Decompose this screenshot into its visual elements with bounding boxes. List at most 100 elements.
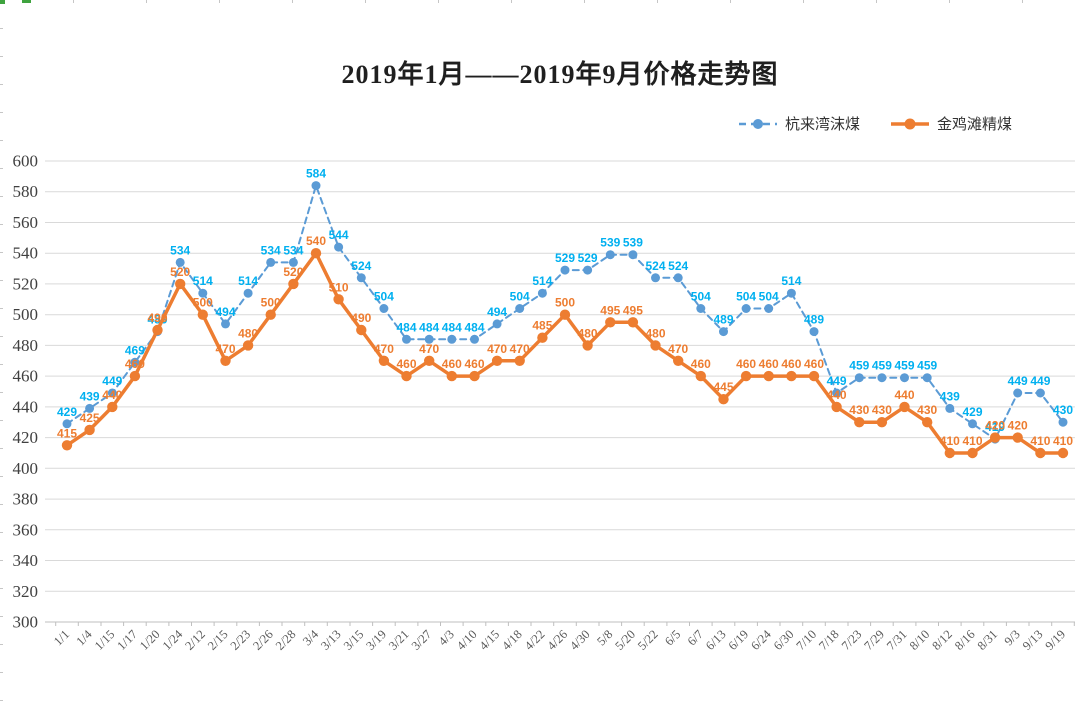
y-tick-label: 400	[13, 459, 39, 478]
data-label: 445	[713, 380, 733, 394]
x-tick-label: 7/31	[884, 627, 910, 653]
y-tick-label: 340	[13, 551, 39, 570]
data-point	[175, 278, 186, 290]
data-label: 504	[374, 290, 394, 304]
data-point	[989, 432, 1001, 443]
data-point	[1035, 447, 1046, 459]
data-label: 429	[962, 405, 982, 419]
data-point	[288, 257, 298, 267]
data-point	[311, 181, 321, 191]
y-tick-label: 460	[13, 367, 39, 386]
data-point	[175, 257, 185, 267]
data-label: 484	[419, 320, 439, 334]
data-label: 459	[894, 359, 914, 373]
data-label: 504	[510, 290, 530, 304]
data-point	[130, 357, 140, 367]
data-point	[220, 355, 231, 366]
data-label: 485	[532, 319, 552, 333]
legend-label: 杭来湾沫煤	[785, 117, 861, 133]
x-tick-label: 7/23	[839, 627, 865, 653]
data-point	[764, 304, 774, 313]
gridlines	[45, 160, 1075, 623]
data-point	[107, 401, 118, 413]
data-point	[424, 334, 434, 344]
data-point	[356, 324, 367, 336]
data-point	[831, 401, 842, 413]
spreadsheet-selection-mark	[22, 0, 31, 3]
data-point	[310, 248, 322, 259]
data-label: 494	[215, 305, 235, 319]
data-label: 504	[759, 290, 779, 304]
x-axis-ticks	[55, 622, 1075, 626]
data-point	[763, 370, 774, 382]
data-label: 539	[600, 236, 620, 250]
data-point	[401, 370, 412, 382]
data-label: 410	[962, 434, 982, 448]
data-point	[492, 319, 502, 329]
data-point	[378, 355, 390, 366]
data-point	[900, 373, 909, 383]
data-point	[786, 288, 796, 298]
data-point	[968, 419, 977, 429]
data-label: 470	[374, 342, 394, 356]
data-point	[605, 317, 616, 328]
data-label: 534	[170, 243, 190, 257]
data-point	[877, 373, 887, 383]
data-point	[922, 417, 933, 428]
data-label: 470	[487, 342, 507, 356]
data-label: 524	[668, 259, 688, 273]
data-label: 449	[1030, 374, 1050, 388]
data-label: 514	[193, 274, 213, 288]
data-label: 440	[894, 388, 914, 402]
data-label: 500	[555, 296, 575, 310]
y-tick-label: 440	[13, 397, 39, 416]
data-point	[152, 324, 163, 336]
data-label: 460	[736, 357, 756, 371]
x-tick-label: 2/12	[182, 627, 208, 653]
legend-item-jinjitan[interactable]: 金鸡滩精煤	[890, 113, 1012, 134]
data-label: 480	[645, 326, 665, 340]
data-point	[695, 370, 706, 382]
data-label: 470	[419, 342, 439, 356]
data-label: 524	[645, 259, 665, 273]
data-label: 415	[57, 426, 77, 440]
data-point	[559, 309, 571, 320]
x-tick-label: 6/19	[726, 627, 752, 653]
data-label: 429	[57, 405, 77, 419]
data-label: 469	[125, 343, 145, 357]
x-tick-label: 3/4	[300, 627, 322, 649]
data-label: 419	[985, 420, 1005, 434]
x-tick-label: 2/26	[250, 627, 276, 653]
data-point	[809, 327, 819, 337]
data-label: 420	[1008, 419, 1028, 433]
data-point	[1035, 388, 1045, 398]
data-point	[356, 273, 366, 283]
x-tick-label: 9/19	[1042, 627, 1068, 653]
x-tick-label: 2/15	[205, 627, 231, 653]
data-label: 410	[940, 434, 960, 448]
x-tick-label: 9/3	[1002, 627, 1023, 648]
data-point	[628, 250, 638, 260]
data-label: 495	[623, 303, 643, 317]
data-label: 449	[102, 374, 122, 388]
data-label: 490	[351, 311, 371, 325]
legend-item-hanglaiwan[interactable]: 杭来湾沫煤	[738, 113, 860, 134]
data-point	[537, 332, 548, 343]
x-tick-label: 4/3	[436, 627, 457, 648]
x-tick-label: 2/23	[228, 627, 254, 653]
x-tick-label: 1/1	[51, 627, 72, 648]
y-tick-label: 480	[13, 336, 39, 355]
y-tick-label: 600	[13, 152, 39, 171]
data-label: 430	[872, 403, 892, 417]
data-point	[266, 257, 276, 267]
y-axis-labels: 300 320 340 360 380 400 420 440 460 480 500 520 540 5…	[13, 152, 39, 632]
data-label: 470	[668, 342, 688, 356]
data-label: 459	[849, 359, 869, 373]
data-label: 449	[827, 374, 847, 388]
data-point	[288, 278, 299, 290]
x-tick-label: 7/29	[861, 627, 887, 653]
data-point	[446, 370, 457, 382]
y-tick-label: 300	[13, 613, 39, 632]
